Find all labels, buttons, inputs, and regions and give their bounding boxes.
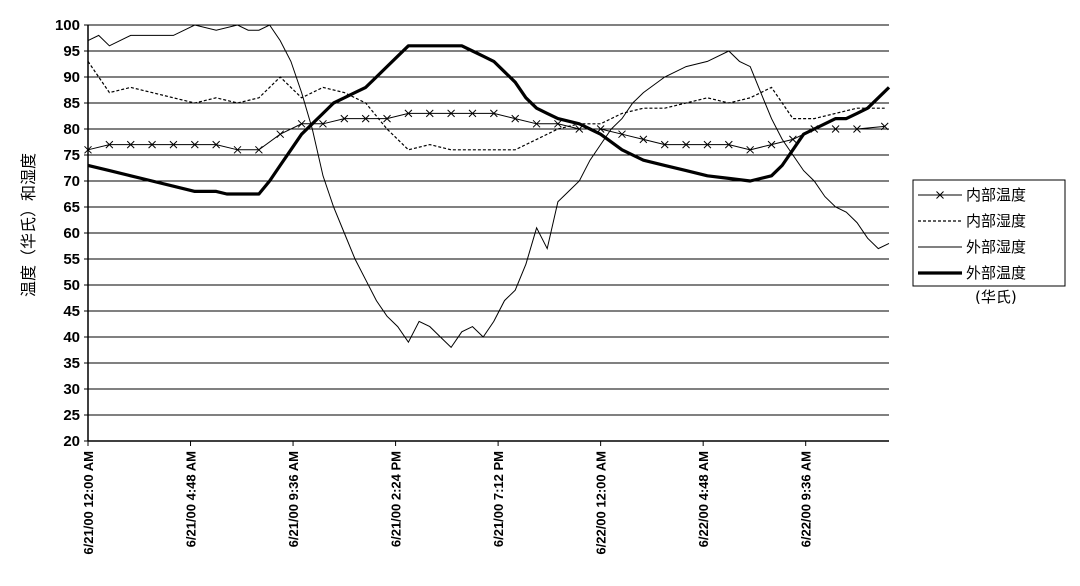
data-point-marker [554, 119, 562, 128]
series-line-4 [87, 44, 891, 196]
y-tick-label: 70 [63, 173, 80, 190]
y-tick-label: 45 [63, 303, 80, 320]
x-axis-ticks: 6/21/00 12:00 AM 6/21/00 4:48 AM 6/21/00 9… [81, 441, 814, 555]
data-point-marker [361, 114, 370, 123]
data-point-marker [340, 114, 349, 123]
y-tick-label: 50 [63, 277, 80, 294]
data-point-marker [126, 140, 135, 149]
y-tick-label: 25 [63, 407, 80, 424]
legend-label-4: 外部温度 [966, 264, 1026, 282]
data-point-marker [169, 140, 178, 149]
data-point-marker [255, 145, 263, 154]
y-tick-label: 65 [63, 199, 80, 216]
y-tick-label: 35 [63, 355, 80, 372]
data-point-marker [468, 109, 477, 118]
y-tick-label: 80 [63, 121, 80, 138]
series-line-2 [87, 61, 885, 151]
y-axis-ticks: 20 25 30 35 40 45 50 55 60 65 70 75 80 85 90 95 100 [55, 17, 88, 450]
x-tick-label: 6/21/00 4:48 AM [184, 451, 199, 547]
legend-label-1: 内部温度 [966, 186, 1026, 204]
data-point-marker [319, 119, 327, 128]
legend-label-2: 内部湿度 [966, 212, 1026, 230]
data-point-marker [724, 140, 733, 149]
y-tick-label: 85 [63, 95, 80, 112]
grid-lines [88, 24, 889, 416]
data-point-marker [84, 145, 92, 154]
y-axis-label: 温度（华氏）和湿度 [19, 153, 38, 297]
data-point-marker [148, 140, 156, 149]
legend-unit-note: (华氏) [975, 288, 1017, 306]
data-point-marker [767, 140, 776, 149]
data-point-marker [853, 125, 861, 133]
y-tick-label: 60 [63, 225, 80, 242]
data-point-marker [383, 114, 391, 123]
legend-marker [936, 191, 944, 199]
y-tick-label: 75 [63, 147, 80, 164]
data-point-marker [682, 140, 690, 149]
legend-box [912, 179, 1066, 287]
data-point-marker [746, 145, 755, 154]
data-point-marker [447, 109, 455, 118]
series-layer [84, 24, 891, 349]
legend-label-3: 外部湿度 [966, 238, 1026, 256]
data-point-marker [212, 140, 221, 149]
data-point-marker [789, 135, 797, 144]
data-point-marker [703, 140, 712, 149]
data-point-marker [190, 140, 199, 149]
data-point-marker [233, 145, 242, 154]
y-tick-label: 55 [63, 251, 80, 268]
series-line-1 [87, 112, 885, 151]
data-point-marker [105, 140, 114, 149]
x-tick-label: 6/21/00 12:00 AM [81, 451, 96, 555]
data-point-marker [489, 109, 498, 118]
data-point-marker [511, 114, 520, 123]
data-point-marker [297, 119, 306, 128]
x-tick-label: 6/22/00 4:48 AM [696, 451, 711, 547]
x-tick-label: 6/22/00 12:00 AM [594, 451, 609, 555]
y-tick-label: 95 [63, 43, 80, 60]
y-tick-label: 100 [55, 17, 80, 34]
y-tick-label: 40 [63, 329, 80, 346]
y-tick-label: 30 [63, 381, 80, 398]
data-point-marker [639, 135, 648, 144]
series-line-3 [87, 24, 890, 349]
x-tick-label: 6/21/00 2:24 PM [389, 451, 404, 547]
x-tick-label: 6/21/00 9:36 AM [286, 451, 301, 547]
x-tick-label: 6/21/00 7:12 PM [491, 451, 506, 547]
data-point-marker [880, 122, 889, 131]
data-point-marker [831, 125, 840, 133]
y-tick-label: 90 [63, 69, 80, 86]
data-point-marker [660, 140, 669, 149]
data-point-marker [404, 109, 413, 118]
x-tick-label: 6/22/00 9:36 AM [799, 451, 814, 547]
y-tick-label: 20 [63, 433, 80, 450]
data-point-marker [618, 130, 626, 139]
data-point-marker [425, 109, 434, 118]
data-point-marker [276, 130, 285, 139]
data-point-marker [532, 119, 541, 128]
